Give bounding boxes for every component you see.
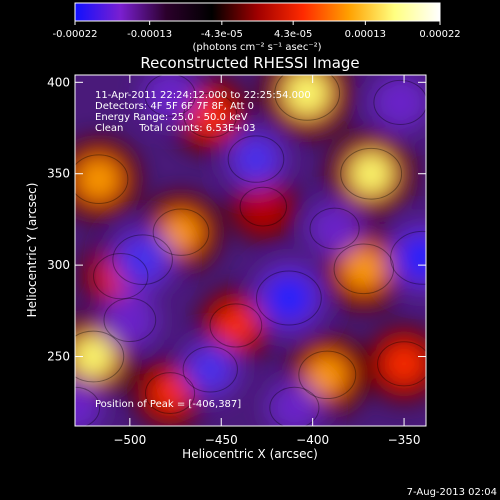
colorbar-gradient <box>74 2 441 22</box>
contour-line <box>183 92 238 138</box>
contour-line <box>75 330 125 383</box>
colorbar-ticks: -0.00022 -0.00013 -4.3e-05 4.3e-05 0.00013 0.… <box>53 21 461 40</box>
plot-frame <box>74 74 427 427</box>
x-tick-label: −400 <box>296 433 329 447</box>
contour-line <box>239 186 288 227</box>
contour-line <box>103 297 157 343</box>
source-core <box>278 391 311 425</box>
colorbar-tick-label: -4.3e-05 <box>201 29 243 40</box>
heatmap <box>75 75 426 426</box>
contour-lines <box>75 75 426 426</box>
annotation-energy-range: Energy Range: 25.0 - 50.0 keV <box>95 112 248 123</box>
x-tick-label: −450 <box>205 433 238 447</box>
contour-line <box>209 303 263 348</box>
source-core <box>237 140 275 178</box>
contour-line <box>255 270 322 326</box>
y-axis-label: Heliocentric Y (arcsec) <box>25 183 39 318</box>
y-tick-label: 400 <box>47 75 70 89</box>
source-core <box>350 153 392 195</box>
source-core <box>343 248 384 289</box>
colorbar-tick-label: -0.00022 <box>53 29 98 40</box>
colorbar-tick-label: 0.00022 <box>419 29 460 40</box>
contour-line <box>182 346 238 393</box>
source-core <box>267 276 311 320</box>
contour-line <box>112 234 173 285</box>
contour-line <box>227 135 285 183</box>
source-core <box>386 346 422 382</box>
source-core <box>79 159 119 199</box>
y-tick-label: 300 <box>47 258 70 272</box>
contour-line <box>333 243 395 295</box>
contour-line <box>340 147 403 200</box>
colorbar-tick-label: -0.00013 <box>127 29 172 40</box>
x-tick-label: −350 <box>388 433 421 447</box>
source-core <box>247 191 279 223</box>
colorbar-unit-label: (photons cm⁻² s⁻¹ asec⁻²) <box>192 42 321 53</box>
source-core <box>75 336 114 377</box>
contour-line <box>144 75 196 117</box>
y-tick-label: 350 <box>47 167 70 181</box>
source-core <box>401 236 426 279</box>
peak-position-label: Position of Peak = [-406,387] <box>95 399 241 410</box>
contour-line <box>373 79 426 126</box>
contour-line <box>145 372 196 415</box>
contour-line <box>377 341 426 387</box>
contour-line <box>298 350 357 400</box>
chart-title: Reconstructed RHESSI Image <box>140 54 359 72</box>
source-core <box>153 376 187 410</box>
source-core <box>192 351 229 388</box>
source-core <box>285 75 329 115</box>
source-core <box>382 84 419 121</box>
y-tick-label: 250 <box>47 350 70 364</box>
contour-line <box>390 230 426 285</box>
x-axis-label: Heliocentric X (arcsec) <box>182 447 318 461</box>
source-core <box>308 355 347 394</box>
contour-line <box>269 386 320 426</box>
source-core <box>112 302 148 338</box>
colorbar-tick-label: 4.3e-05 <box>274 29 312 40</box>
x-tick-label: −500 <box>113 433 146 447</box>
source-core <box>218 308 254 343</box>
source-core <box>75 391 92 425</box>
axis-ticks: −500 −450 −400 −350 250 300 350 400 <box>47 75 426 447</box>
annotation-clean-counts: Clean Total counts: 6.53E+03 <box>95 123 255 134</box>
footer-date: 7-Aug-2013 02:04 <box>407 487 497 498</box>
contour-line <box>274 75 341 121</box>
colorbar: -0.00022 -0.00013 -4.3e-05 4.3e-05 0.00013 0.… <box>53 2 461 53</box>
contour-line <box>93 252 149 300</box>
source-core <box>318 212 351 245</box>
source-core <box>153 78 187 112</box>
contour-line <box>309 207 360 250</box>
contour-line <box>75 386 101 426</box>
source-core <box>122 239 163 280</box>
annotation-block: 11-Apr-2011 22:24:12.000 to 22:25:54.000… <box>95 90 311 134</box>
annotation-detectors: Detectors: 4F 5F 6F 7F 8F, Att 0 <box>95 101 254 112</box>
source-core <box>192 97 228 133</box>
source-core <box>162 213 200 251</box>
colorbar-tick-label: 0.00013 <box>345 29 386 40</box>
contour-line <box>75 154 129 204</box>
annotation-time-range: 11-Apr-2011 22:24:12.000 to 22:25:54.000 <box>95 90 311 101</box>
contour-line <box>152 208 210 256</box>
